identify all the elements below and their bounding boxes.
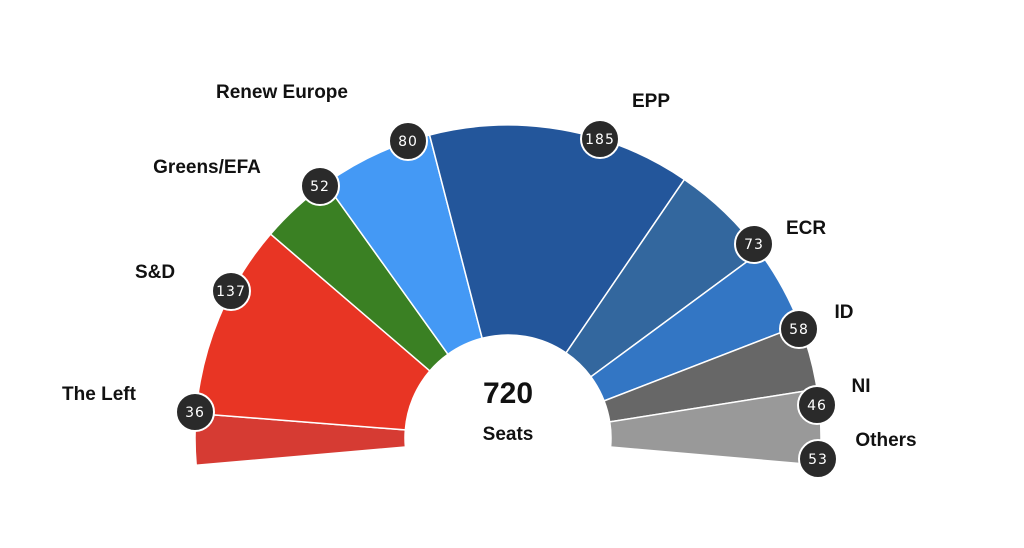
label-ni: NI bbox=[852, 376, 871, 397]
seat-badge-the-left bbox=[175, 392, 215, 432]
seat-badge-s-d bbox=[211, 271, 251, 311]
label-s-d: S&D bbox=[135, 262, 175, 283]
label-renew-europe: Renew Europe bbox=[216, 82, 348, 103]
wedge-s-d bbox=[195, 233, 431, 431]
total-seats-label: Seats bbox=[483, 424, 534, 445]
seat-badge-id bbox=[779, 309, 819, 349]
seat-count-renew-europe: 80 bbox=[398, 134, 418, 150]
total-seats: 720 bbox=[483, 377, 533, 410]
seat-badge-greens-efa bbox=[300, 166, 340, 206]
label-ecr: ECR bbox=[786, 218, 826, 239]
seat-count-id: 58 bbox=[789, 322, 809, 338]
label-greens-efa: Greens/EFA bbox=[153, 157, 261, 178]
label-epp: EPP bbox=[632, 91, 670, 112]
seat-count-epp: 185 bbox=[585, 132, 615, 148]
seat-badge-ecr bbox=[734, 224, 774, 264]
badge-layer: 36 137 52 80 185 73 58 46 53 bbox=[175, 119, 838, 479]
label-layer: The Left S&D Greens/EFA Renew Europe EPP ECR I… bbox=[62, 82, 917, 451]
seat-badge-renew-europe bbox=[388, 121, 428, 161]
center-hole bbox=[405, 352, 611, 548]
seat-badge-others bbox=[798, 439, 838, 479]
seat-count-ecr: 73 bbox=[744, 237, 764, 253]
label-others: Others bbox=[855, 430, 916, 451]
label-id: ID bbox=[835, 302, 854, 323]
seat-count-others: 53 bbox=[808, 452, 828, 468]
seat-count-greens-efa: 52 bbox=[310, 179, 330, 195]
seat-badge-ni bbox=[797, 385, 837, 425]
seat-count-the-left: 36 bbox=[185, 405, 205, 421]
seat-badge-epp bbox=[580, 119, 620, 159]
label-the-left: The Left bbox=[62, 384, 137, 405]
seat-count-s-d: 137 bbox=[216, 284, 246, 300]
seat-count-ni: 46 bbox=[807, 398, 827, 414]
wedge-epp bbox=[428, 124, 686, 354]
wedge-layer bbox=[194, 124, 822, 467]
